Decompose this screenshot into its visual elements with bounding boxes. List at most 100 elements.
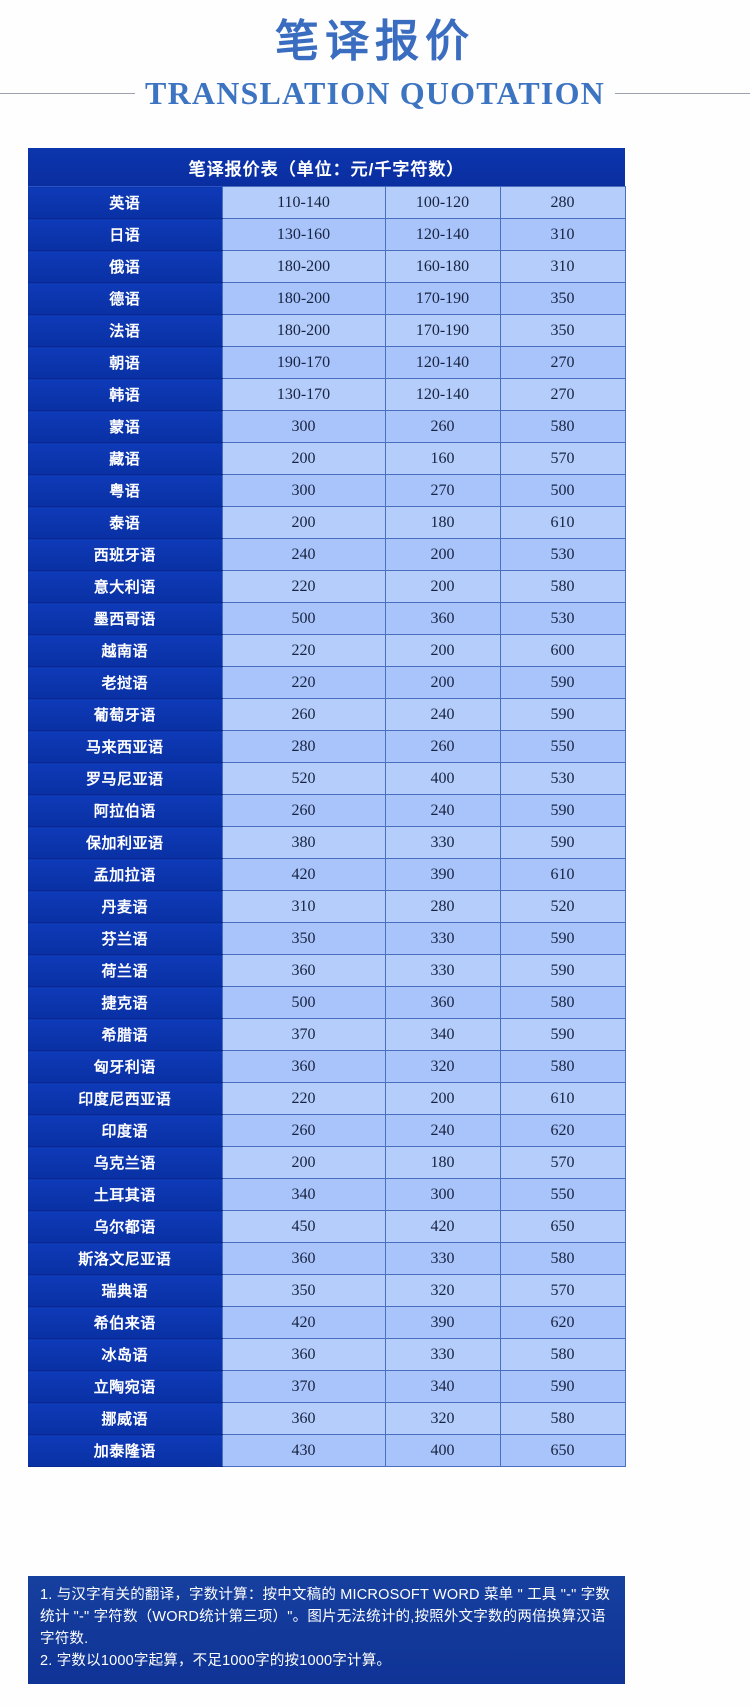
price-cell-c1: 420 — [221, 858, 386, 891]
price-cell-c3: 270 — [499, 346, 626, 379]
price-cell-c1: 310 — [221, 890, 386, 923]
table-row: 粤语 300 270 500 — [28, 474, 626, 507]
page-subtitle-row: TRANSLATION QUOTATION — [0, 72, 750, 115]
language-cell: 瑞典语 — [28, 1274, 222, 1307]
price-cell-c2: 390 — [384, 1306, 501, 1339]
price-cell-c3: 530 — [499, 762, 626, 795]
table-row: 加泰隆语 430 400 650 — [28, 1434, 626, 1467]
price-cell-c2: 360 — [384, 986, 501, 1019]
price-cell-c2: 420 — [384, 1210, 501, 1243]
price-cell-c3: 580 — [499, 410, 626, 443]
price-cell-c1: 180-200 — [221, 250, 386, 283]
table-row: 罗马尼亚语 520 400 530 — [28, 762, 626, 795]
table-row: 立陶宛语 370 340 590 — [28, 1370, 626, 1403]
language-cell: 孟加拉语 — [28, 858, 222, 891]
price-cell-c1: 220 — [221, 634, 386, 667]
table-row: 法语 180-200 170-190 350 — [28, 314, 626, 347]
price-cell-c2: 240 — [384, 1114, 501, 1147]
language-cell: 藏语 — [28, 442, 222, 475]
language-cell: 印度尼西亚语 — [28, 1082, 222, 1115]
price-cell-c2: 320 — [384, 1274, 501, 1307]
price-cell-c1: 350 — [221, 1274, 386, 1307]
table-row: 俄语 180-200 160-180 310 — [28, 250, 626, 283]
price-cell-c3: 580 — [499, 986, 626, 1019]
table-row: 朝语 190-170 120-140 270 — [28, 346, 626, 379]
price-cell-c3: 570 — [499, 1274, 626, 1307]
price-cell-c3: 500 — [499, 474, 626, 507]
language-cell: 意大利语 — [28, 570, 222, 603]
price-cell-c3: 580 — [499, 1242, 626, 1275]
price-cell-c1: 340 — [221, 1178, 386, 1211]
table-row: 老挝语 220 200 590 — [28, 666, 626, 699]
price-cell-c3: 590 — [499, 922, 626, 955]
table-row: 孟加拉语 420 390 610 — [28, 858, 626, 891]
language-cell: 朝语 — [28, 346, 222, 379]
language-cell: 匈牙利语 — [28, 1050, 222, 1083]
price-cell-c2: 170-190 — [384, 282, 501, 315]
price-cell-c3: 610 — [499, 858, 626, 891]
language-cell: 阿拉伯语 — [28, 794, 222, 827]
table-row: 墨西哥语 500 360 530 — [28, 602, 626, 635]
price-cell-c3: 580 — [499, 1338, 626, 1371]
price-cell-c3: 610 — [499, 1082, 626, 1115]
table-row: 马来西亚语 280 260 550 — [28, 730, 626, 763]
price-cell-c2: 330 — [384, 826, 501, 859]
table-row: 捷克语 500 360 580 — [28, 986, 626, 1019]
page-title-chinese: 笔译报价 — [275, 17, 475, 66]
price-cell-c1: 360 — [221, 954, 386, 987]
quotation-table-head: 笔译报价表（单位：元/千字符数） — [28, 148, 626, 187]
price-cell-c3: 580 — [499, 570, 626, 603]
table-row: 印度尼西亚语 220 200 610 — [28, 1082, 626, 1115]
price-cell-c1: 180-200 — [221, 314, 386, 347]
language-cell: 芬兰语 — [28, 922, 222, 955]
price-cell-c1: 520 — [221, 762, 386, 795]
price-cell-c1: 450 — [221, 1210, 386, 1243]
table-row: 印度语 260 240 620 — [28, 1114, 626, 1147]
language-cell: 罗马尼亚语 — [28, 762, 222, 795]
table-row: 芬兰语 350 330 590 — [28, 922, 626, 955]
language-cell: 乌克兰语 — [28, 1146, 222, 1179]
price-cell-c1: 130-170 — [221, 378, 386, 411]
language-cell: 保加利亚语 — [28, 826, 222, 859]
table-row: 意大利语 220 200 580 — [28, 570, 626, 603]
price-cell-c3: 590 — [499, 826, 626, 859]
price-cell-c1: 240 — [221, 538, 386, 571]
language-cell: 斯洛文尼亚语 — [28, 1242, 222, 1275]
table-row: 蒙语 300 260 580 — [28, 410, 626, 443]
price-cell-c3: 530 — [499, 602, 626, 635]
price-cell-c2: 200 — [384, 634, 501, 667]
price-cell-c3: 590 — [499, 666, 626, 699]
footer-note-1: 1. 与汉字有关的翻译，字数计算：按中文稿的 MICROSOFT WORD 菜单… — [40, 1587, 611, 1648]
price-cell-c3: 590 — [499, 698, 626, 731]
language-cell: 蒙语 — [28, 410, 222, 443]
price-cell-c3: 650 — [499, 1210, 626, 1243]
price-cell-c1: 220 — [221, 1082, 386, 1115]
price-cell-c2: 320 — [384, 1402, 501, 1435]
price-cell-c3: 620 — [499, 1306, 626, 1339]
language-cell: 泰语 — [28, 506, 222, 539]
language-cell: 葡萄牙语 — [28, 698, 222, 731]
price-cell-c3: 520 — [499, 890, 626, 923]
price-cell-c3: 350 — [499, 282, 626, 315]
price-cell-c3: 550 — [499, 730, 626, 763]
price-cell-c2: 330 — [384, 954, 501, 987]
language-cell: 法语 — [28, 314, 222, 347]
price-cell-c1: 300 — [221, 410, 386, 443]
price-cell-c3: 590 — [499, 1018, 626, 1051]
price-cell-c3: 590 — [499, 1370, 626, 1403]
page-title-english: TRANSLATION QUOTATION — [135, 72, 615, 115]
language-cell: 老挝语 — [28, 666, 222, 699]
price-cell-c3: 580 — [499, 1050, 626, 1083]
table-row: 希腊语 370 340 590 — [28, 1018, 626, 1051]
language-cell: 捷克语 — [28, 986, 222, 1019]
language-cell: 马来西亚语 — [28, 730, 222, 763]
language-cell: 立陶宛语 — [28, 1370, 222, 1403]
price-cell-c2: 320 — [384, 1050, 501, 1083]
table-row: 斯洛文尼亚语 360 330 580 — [28, 1242, 626, 1275]
language-cell: 越南语 — [28, 634, 222, 667]
price-cell-c2: 200 — [384, 538, 501, 571]
table-row: 韩语 130-170 120-140 270 — [28, 378, 626, 411]
price-cell-c1: 500 — [221, 986, 386, 1019]
language-cell: 希伯来语 — [28, 1306, 222, 1339]
language-cell: 韩语 — [28, 378, 222, 411]
